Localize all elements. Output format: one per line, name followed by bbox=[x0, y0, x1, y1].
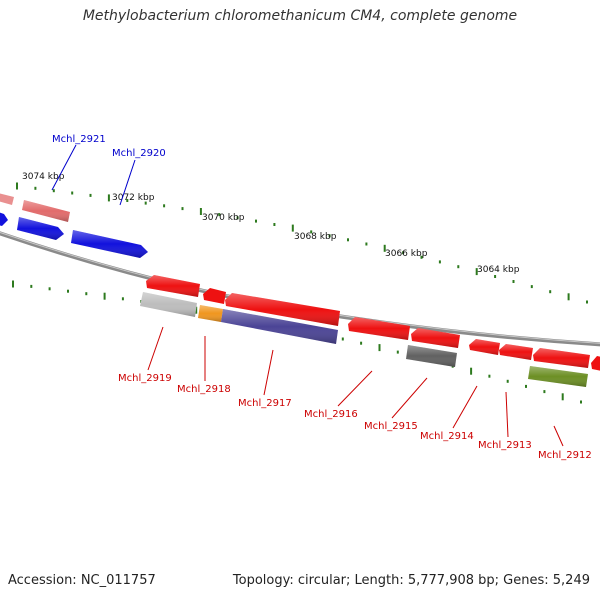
scale-tick-minor bbox=[396, 350, 399, 354]
scale-tick-minor bbox=[71, 191, 74, 195]
scale-tick-minor bbox=[328, 234, 331, 238]
gene-shading bbox=[146, 275, 590, 368]
scale-tick-minor bbox=[506, 379, 509, 383]
gene-label-mchl-2921[interactable]: Mchl_2921 bbox=[52, 134, 106, 145]
scale-tick-minor bbox=[365, 242, 368, 246]
gene-feature-red-b[interactable] bbox=[203, 288, 226, 304]
scale-label-3068: 3068 kbp bbox=[294, 232, 337, 242]
gene-feature-partial-blue[interactable] bbox=[0, 212, 8, 226]
scale-tick-minor bbox=[488, 374, 491, 378]
scale-tick-major bbox=[470, 367, 473, 375]
scale-tick-minor bbox=[181, 207, 184, 211]
scale-tick-minor bbox=[52, 189, 55, 193]
scale-tick-minor bbox=[89, 193, 92, 197]
scale-tick-major bbox=[475, 268, 478, 276]
scale-tick-major bbox=[291, 224, 294, 232]
scale-tick-major bbox=[12, 280, 14, 288]
scale-tick-minor bbox=[163, 204, 166, 208]
scale-label-3066: 3066 kbp bbox=[385, 249, 428, 259]
scale-tick-minor bbox=[126, 199, 129, 202]
scale-tick-minor bbox=[310, 230, 313, 234]
scale-tick-minor bbox=[543, 390, 546, 394]
gene-feature-mchl-2920-shade bbox=[71, 230, 148, 258]
scale-tick-minor bbox=[236, 216, 239, 220]
scale-tick-minor bbox=[586, 300, 588, 304]
accession-text: Accession: NC_011757 bbox=[8, 573, 156, 588]
scale-tick-minor bbox=[402, 251, 405, 255]
scale-tick-minor bbox=[420, 255, 423, 259]
gene-label-mchl-2915[interactable]: Mchl_2915 bbox=[364, 421, 418, 432]
scale-tick-minor bbox=[255, 219, 257, 223]
leader-line-mchl-2913 bbox=[505, 391, 509, 438]
leader-line-mchl-2915 bbox=[391, 377, 428, 419]
scale-label-3074: 3074 kbp bbox=[22, 172, 65, 182]
scale-tick-major bbox=[195, 306, 198, 314]
scale-tick-minor bbox=[218, 213, 221, 217]
scale-tick-minor bbox=[30, 284, 33, 288]
scale-tick-minor bbox=[512, 280, 515, 283]
scale-tick-minor bbox=[341, 337, 344, 341]
scale-label-3072: 3072 kbp bbox=[112, 193, 155, 203]
gene-feature-partial-pink[interactable] bbox=[0, 193, 14, 205]
scale-tick-major bbox=[16, 182, 18, 190]
scale-tick-major bbox=[103, 292, 106, 300]
scale-tick-major bbox=[383, 244, 386, 252]
gene-label-mchl-2917[interactable]: Mchl_2917 bbox=[238, 398, 292, 409]
scale-tick-minor bbox=[48, 287, 51, 291]
scale-tick-minor bbox=[273, 223, 276, 226]
topology-text: Topology: circular; Length: 5,777,908 bp… bbox=[232, 573, 590, 588]
scale-tick-major bbox=[107, 194, 110, 202]
scale-ticks-outer bbox=[16, 182, 588, 304]
scale-tick-minor bbox=[121, 297, 124, 301]
forward-gene-labels bbox=[51, 144, 136, 206]
scale-tick-minor bbox=[438, 260, 441, 264]
gene-label-mchl-2914[interactable]: Mchl_2914 bbox=[420, 431, 474, 442]
leader-line-mchl-2917 bbox=[263, 349, 274, 396]
scale-tick-major bbox=[561, 393, 564, 401]
forward-genes bbox=[0, 193, 148, 258]
scale-label-3064: 3064 kbp bbox=[477, 265, 520, 275]
reverse-gene-labels bbox=[147, 326, 564, 447]
gene-feature-forward-blue-a-shade bbox=[17, 217, 64, 240]
scale-tick-major bbox=[199, 208, 202, 215]
scale-tick-minor bbox=[530, 285, 533, 289]
map-title: Methylobacterium chloromethanicum CM4, c… bbox=[82, 8, 518, 24]
leader-line-mchl-2919 bbox=[147, 326, 164, 371]
gene-label-mchl-2912[interactable]: Mchl_2912 bbox=[538, 450, 592, 461]
leader-line-mchl-2914 bbox=[452, 385, 478, 429]
gene-label-mchl-2918[interactable]: Mchl_2918 bbox=[177, 384, 231, 395]
scale-tick-major bbox=[378, 344, 381, 352]
scale-tick-minor bbox=[347, 238, 349, 242]
leader-line-mchl-2921 bbox=[51, 144, 77, 191]
scale-tick-minor bbox=[525, 384, 527, 388]
gene-label-mchl-2916[interactable]: Mchl_2916 bbox=[304, 409, 358, 420]
leader-line-mchl-2912 bbox=[553, 425, 564, 447]
gene-label-mchl-2919[interactable]: Mchl_2919 bbox=[118, 373, 172, 384]
scale-tick-minor bbox=[549, 290, 552, 294]
scale-tick-minor bbox=[144, 201, 147, 205]
reverse-genes bbox=[140, 275, 600, 387]
scale-tick-minor bbox=[457, 265, 460, 269]
gene-feature-red-f[interactable] bbox=[591, 356, 600, 371]
scale-tick-minor bbox=[34, 186, 37, 190]
scale-label-3070: 3070 kbp bbox=[202, 213, 245, 223]
leader-line-mchl-2920 bbox=[119, 159, 136, 206]
scale-tick-minor bbox=[85, 292, 88, 296]
scale-tick-minor bbox=[360, 341, 363, 345]
gene-feature-mchl-2921-shade bbox=[22, 200, 70, 222]
leader-line-mchl-2916 bbox=[337, 370, 373, 407]
scale-tick-minor bbox=[580, 400, 582, 404]
scale-tick-major bbox=[567, 293, 570, 301]
scale-tick-minor bbox=[494, 275, 497, 278]
scale-ticks-inner bbox=[12, 280, 582, 404]
gene-shading-2 bbox=[140, 292, 588, 387]
gene-label-mchl-2920[interactable]: Mchl_2920 bbox=[112, 148, 166, 159]
gene-label-mchl-2913[interactable]: Mchl_2913 bbox=[478, 440, 532, 451]
scale-tick-minor bbox=[67, 289, 69, 293]
